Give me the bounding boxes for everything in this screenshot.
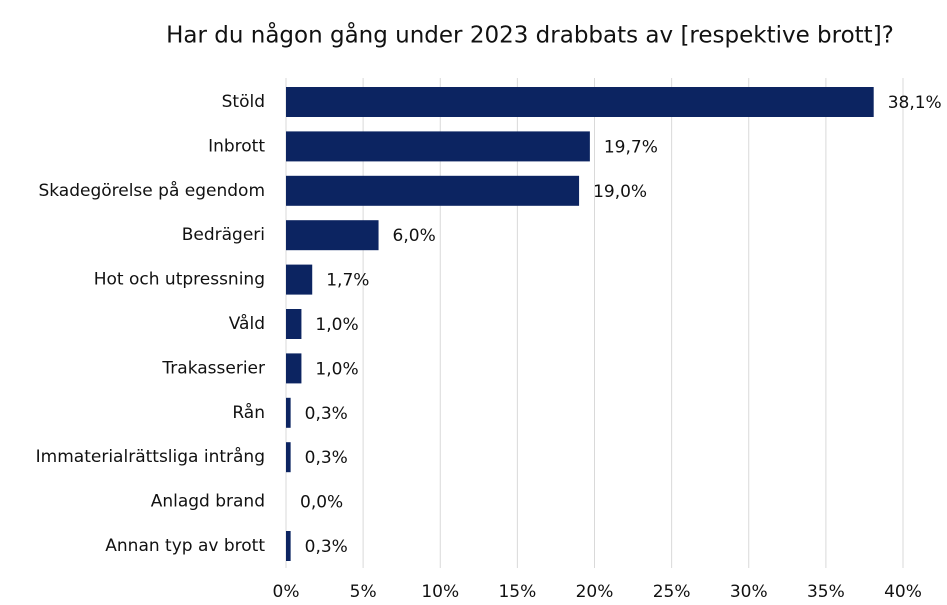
x-tick-label: 25%	[653, 582, 691, 602]
x-tick-label: 15%	[498, 582, 536, 602]
y-tick-label: Anlagd brand	[151, 492, 265, 512]
y-tick-label: Trakasserier	[161, 358, 265, 378]
value-label: 1,0%	[315, 315, 358, 335]
x-tick-label: 10%	[421, 582, 459, 602]
value-label: 19,0%	[593, 182, 647, 202]
x-tick-label: 5%	[350, 582, 377, 602]
y-tick-label: Våld	[229, 313, 265, 334]
value-label: 38,1%	[888, 93, 942, 113]
y-tick-label: Annan typ av brott	[105, 536, 265, 556]
x-tick-label: 20%	[576, 582, 614, 602]
bar	[286, 353, 302, 384]
bar	[286, 175, 580, 206]
value-label: 0,3%	[305, 404, 348, 424]
x-tick-label: 40%	[884, 582, 922, 602]
bar	[286, 87, 874, 117]
y-tick-label: Rån	[232, 402, 265, 423]
bar	[286, 442, 291, 473]
bar	[286, 131, 590, 162]
bar	[286, 220, 379, 251]
x-tick-label: 35%	[807, 582, 845, 602]
value-label: 19,7%	[604, 137, 658, 157]
y-tick-label: Skadegörelse på egendom	[38, 180, 265, 201]
value-label: 0,3%	[305, 448, 348, 468]
x-tick-label: 0%	[273, 582, 300, 602]
value-label: 6,0%	[393, 226, 436, 246]
y-tick-label: Hot och utpressning	[94, 270, 265, 290]
value-label: 0,0%	[300, 493, 343, 513]
x-tick-label: 30%	[730, 582, 768, 602]
bar	[286, 531, 291, 561]
y-tick-label: Bedrägeri	[182, 225, 265, 245]
y-tick-label: Inbrott	[208, 136, 265, 156]
value-label: 1,7%	[326, 271, 369, 291]
value-label: 1,0%	[315, 359, 358, 379]
y-tick-label: Stöld	[222, 92, 265, 112]
chart-title: Har du någon gång under 2023 drabbats av…	[166, 21, 894, 49]
y-tick-label: Immaterialrättsliga intrång	[36, 446, 265, 467]
value-label: 0,3%	[305, 537, 348, 557]
bar	[286, 264, 313, 295]
bar	[286, 397, 291, 428]
bar	[286, 309, 302, 339]
